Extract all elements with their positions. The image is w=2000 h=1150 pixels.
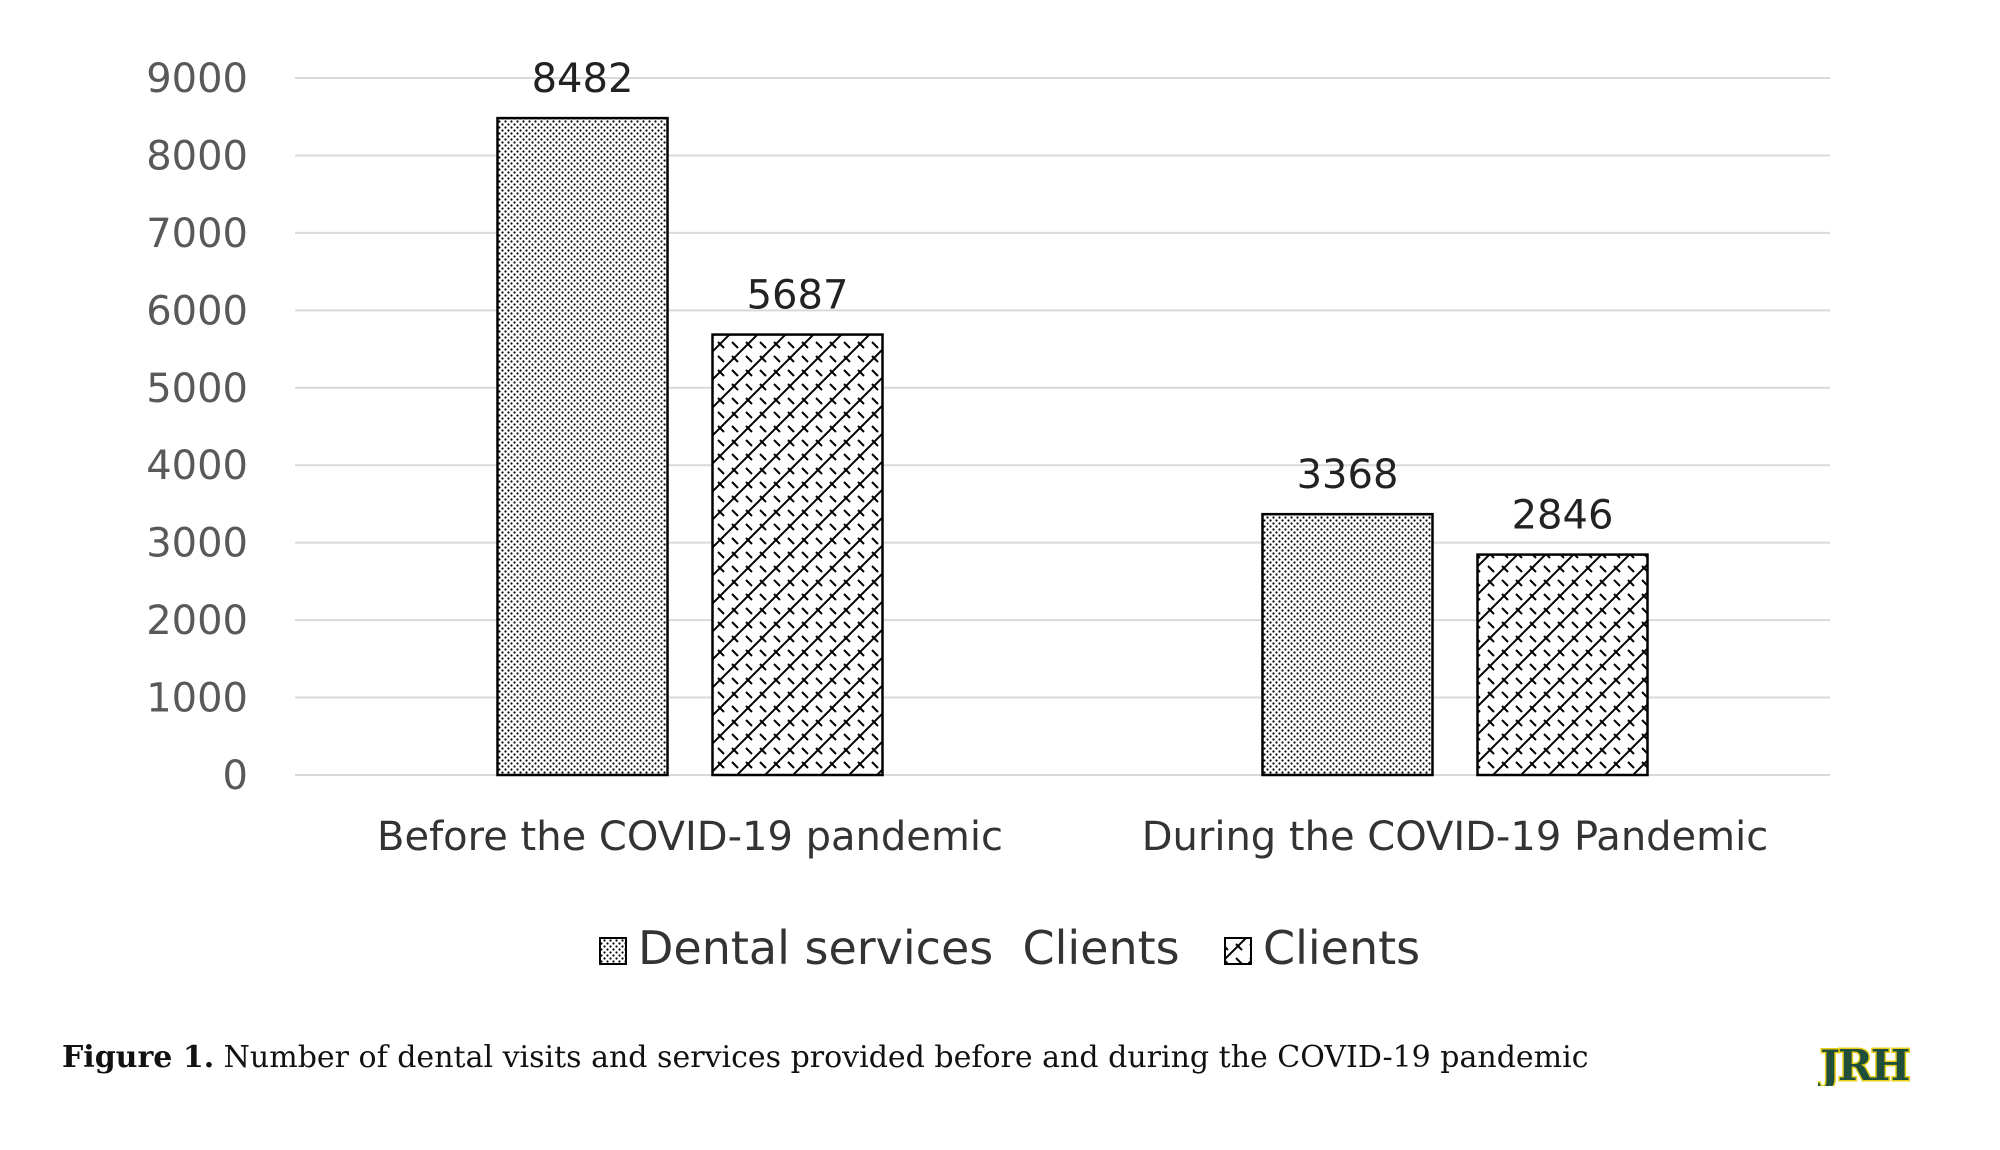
bar-clients [1476, 553, 1649, 777]
y-tick-label: 8000 [146, 133, 248, 179]
figure-caption: Figure 1. Number of dental visits and se… [62, 1040, 1589, 1075]
y-tick-label: 6000 [146, 288, 248, 334]
bar-dental-services [496, 116, 669, 777]
legend-label: Clients [1263, 921, 1420, 975]
legend-swatch-dots [599, 937, 627, 965]
y-tick-label: 7000 [146, 211, 248, 257]
x-category-label: Before the COVID-19 pandemic [377, 814, 1003, 860]
bar-value-label: 3368 [1297, 452, 1399, 498]
y-tick-label: 3000 [146, 521, 248, 567]
journal-logo-text: JRH [1818, 1044, 1909, 1086]
figure-caption-text: Number of dental visits and services pro… [214, 1040, 1589, 1075]
legend-label: Dental services Clients [638, 921, 1180, 975]
y-tick-label: 9000 [146, 56, 248, 102]
bar-value-label: 5687 [747, 273, 849, 319]
bar-dental-services [1261, 512, 1434, 777]
figure-caption-label: Figure 1. [62, 1040, 215, 1075]
legend-swatch-crosshatch [1224, 937, 1252, 965]
y-axis-ticks: 0 1000 2000 3000 4000 5000 6000 7000 8000 9000 [146, 56, 248, 799]
y-tick-label: 5000 [146, 366, 248, 412]
bar-value-label: 8482 [532, 56, 634, 102]
y-tick-label: 0 [223, 753, 248, 799]
bars [496, 116, 1649, 777]
legend: Dental services Clients Clients [599, 921, 1420, 975]
y-tick-label: 2000 [146, 598, 248, 644]
journal-logo: JRH [1818, 1044, 1912, 1086]
bar-value-label: 2846 [1512, 493, 1614, 539]
x-axis-categories: Before the COVID-19 pandemic During the C… [377, 814, 1768, 860]
y-tick-label: 1000 [146, 676, 248, 722]
bar-clients [711, 333, 884, 777]
data-labels: 8482 5687 3368 2846 [532, 56, 1614, 538]
y-tick-label: 4000 [146, 443, 248, 489]
x-category-label: During the COVID-19 Pandemic [1142, 814, 1769, 860]
